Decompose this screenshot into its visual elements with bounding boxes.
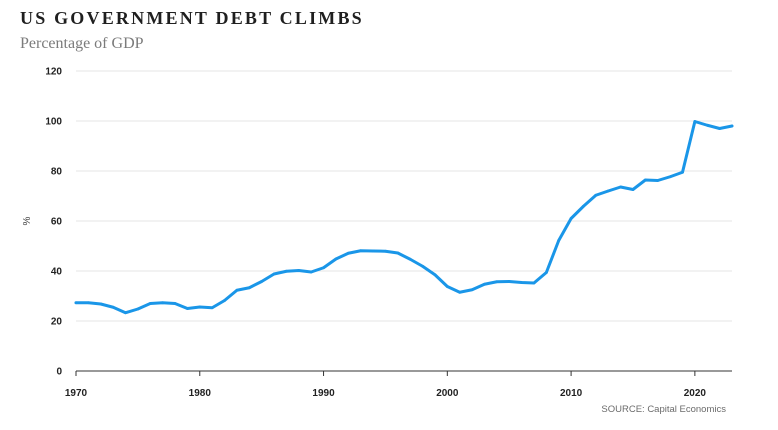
data-point-1977 [161, 301, 165, 305]
data-point-1979 [185, 307, 189, 310]
data-point-2019 [681, 170, 684, 174]
data-point-1983 [235, 288, 239, 292]
series-line-0 [74, 120, 734, 315]
data-point-1989 [309, 270, 313, 274]
data-point-1997 [408, 257, 412, 261]
x-tick-label-1980: 1980 [189, 388, 212, 399]
data-point-1970 [74, 301, 78, 305]
data-point-2023 [730, 124, 734, 128]
data-point-2016 [643, 178, 647, 182]
data-point-2002 [470, 288, 474, 292]
data-point-2014 [619, 185, 623, 189]
y-tick-label-100: 100 [45, 117, 62, 128]
data-point-1975 [136, 307, 140, 311]
data-point-1980 [198, 305, 202, 309]
data-point-1972 [99, 302, 103, 306]
data-point-1974 [124, 311, 127, 315]
data-point-2010 [569, 217, 573, 220]
data-point-1990 [322, 266, 325, 270]
data-point-2001 [458, 290, 462, 294]
data-point-1993 [359, 249, 363, 253]
chart-subtitle: Percentage of GDP [20, 35, 144, 52]
data-point-2005 [507, 280, 511, 283]
data-point-1982 [223, 299, 226, 302]
data-point-1996 [396, 251, 400, 255]
series-layer [74, 120, 734, 315]
data-point-1992 [346, 251, 350, 255]
x-tick-label-1990: 1990 [312, 388, 335, 399]
data-point-2000 [445, 285, 449, 288]
data-point-1985 [260, 280, 264, 283]
x-tick-label-2000: 2000 [436, 388, 459, 399]
data-point-2012 [594, 193, 598, 197]
data-point-2009 [557, 239, 561, 242]
data-point-2006 [520, 281, 523, 284]
y-tick-label-80: 80 [51, 167, 63, 178]
data-point-1994 [371, 249, 375, 253]
data-point-1987 [285, 269, 288, 273]
data-point-2013 [606, 189, 610, 193]
data-point-1984 [247, 286, 251, 290]
data-point-1971 [86, 301, 90, 305]
y-tick-label-120: 120 [45, 67, 62, 78]
data-point-2007 [532, 281, 536, 285]
data-point-2017 [656, 179, 660, 182]
data-point-1988 [297, 269, 301, 272]
x-tick-label-2010: 2010 [560, 388, 583, 399]
source-note: SOURCE: Capital Economics [601, 404, 726, 415]
data-point-2011 [582, 204, 585, 208]
data-point-2018 [668, 175, 672, 179]
data-point-1998 [421, 264, 424, 268]
grid-lines [76, 70, 732, 322]
data-point-1999 [433, 273, 437, 277]
data-point-2008 [544, 271, 548, 274]
data-point-1978 [173, 302, 177, 305]
x-tick-label-2020: 2020 [684, 388, 707, 399]
data-point-1995 [384, 249, 387, 253]
data-point-1986 [272, 272, 276, 276]
data-point-1991 [334, 257, 338, 261]
x-tick-label-1970: 1970 [65, 388, 88, 399]
axes [75, 370, 732, 376]
data-point-2020 [693, 120, 697, 123]
y-tick-label-20: 20 [51, 317, 63, 328]
y-tick-label-0: 0 [56, 367, 62, 378]
data-point-1981 [210, 306, 214, 310]
y-tick-label-60: 60 [51, 217, 63, 228]
y-tick-label-40: 40 [51, 267, 63, 278]
data-point-1973 [111, 305, 115, 309]
data-point-2022 [718, 127, 722, 130]
data-point-2021 [705, 123, 709, 127]
data-point-2003 [483, 282, 486, 286]
chart-title: US GOVERNMENT DEBT CLIMBS [20, 8, 364, 28]
data-point-2004 [495, 280, 499, 284]
data-point-2015 [631, 188, 635, 191]
y-axis-label: % [22, 216, 33, 225]
tick-labels: 0 20 40 60 80 100 120 1970 1980 1990 2000 2010 2020 [45, 67, 706, 400]
data-point-1976 [148, 302, 152, 305]
